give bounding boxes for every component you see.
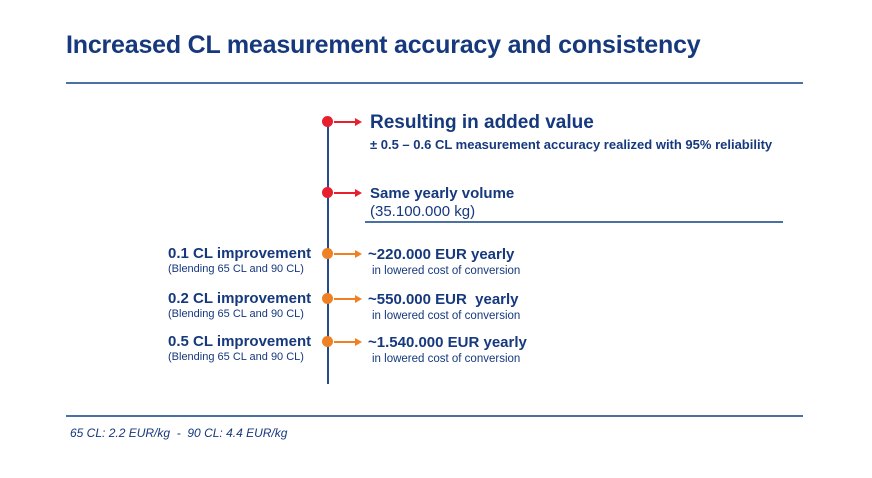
improvement-label-0-1: 0.1 CL improvement (Blending 65 CL and 9… bbox=[168, 246, 328, 277]
milestone-savings-0-5: ~1.540.000 EUR yearly in lowered cost of… bbox=[368, 334, 668, 367]
arrow-right-icon bbox=[355, 338, 362, 346]
arrow-line bbox=[334, 253, 357, 255]
milestone-dot-icon bbox=[322, 116, 333, 127]
improvement-title: 0.2 CL improvement bbox=[168, 290, 312, 307]
arrow-line bbox=[334, 341, 357, 343]
improvement-subtitle: (Blending 65 CL and 90 CL) bbox=[168, 308, 304, 320]
milestone-subtext: in lowered cost of conversion bbox=[372, 265, 521, 277]
milestone-added-value: Resulting in added value ± 0.5 – 0.6 CL … bbox=[370, 112, 840, 153]
milestone-yearly-volume: Same yearly volume (35.100.000 kg) bbox=[370, 185, 790, 221]
milestone-heading: ~550.000 EUR yearly bbox=[368, 291, 519, 308]
milestone-dot-icon bbox=[322, 336, 333, 347]
improvement-title: 0.5 CL improvement bbox=[168, 333, 312, 350]
arrow-right-icon bbox=[355, 118, 362, 126]
milestone-heading: ~220.000 EUR yearly bbox=[368, 246, 515, 263]
improvement-subtitle: (Blending 65 CL and 90 CL) bbox=[168, 263, 304, 275]
milestone-heading: Resulting in added value bbox=[370, 112, 594, 133]
improvement-title: 0.1 CL improvement bbox=[168, 245, 312, 262]
milestone-subtext: ± 0.5 – 0.6 CL measurement accuracy real… bbox=[370, 137, 773, 152]
arrow-right-icon bbox=[355, 295, 362, 303]
footer-divider bbox=[66, 415, 803, 417]
improvement-label-0-5: 0.5 CL improvement (Blending 65 CL and 9… bbox=[168, 334, 328, 365]
arrow-line bbox=[334, 192, 357, 194]
arrow-line bbox=[334, 298, 357, 300]
title-divider bbox=[66, 82, 803, 84]
milestone-subtext: in lowered cost of conversion bbox=[372, 310, 521, 322]
milestone-dot-icon bbox=[322, 248, 333, 259]
milestone-subtext: in lowered cost of conversion bbox=[372, 353, 521, 365]
milestone-savings-0-1: ~220.000 EUR yearly in lowered cost of c… bbox=[368, 246, 668, 279]
improvement-subtitle: (Blending 65 CL and 90 CL) bbox=[168, 351, 304, 363]
arrow-line bbox=[334, 121, 357, 123]
arrow-right-icon bbox=[355, 189, 362, 197]
milestone-heading: ~1.540.000 EUR yearly bbox=[368, 334, 527, 351]
arrow-right-icon bbox=[355, 250, 362, 258]
milestone-dot-icon bbox=[322, 187, 333, 198]
milestone-dot-icon bbox=[322, 293, 333, 304]
footer-note: 65 CL: 2.2 EUR/kg - 90 CL: 4.4 EUR/kg bbox=[70, 426, 288, 440]
slide-title: Increased CL measurement accuracy and co… bbox=[66, 31, 701, 59]
milestone-heading: Same yearly volume bbox=[370, 185, 515, 202]
improvement-label-0-2: 0.2 CL improvement (Blending 65 CL and 9… bbox=[168, 291, 328, 322]
milestone-subtext: (35.100.000 kg) bbox=[370, 203, 476, 220]
volume-divider bbox=[365, 221, 783, 223]
milestone-savings-0-2: ~550.000 EUR yearly in lowered cost of c… bbox=[368, 291, 668, 324]
